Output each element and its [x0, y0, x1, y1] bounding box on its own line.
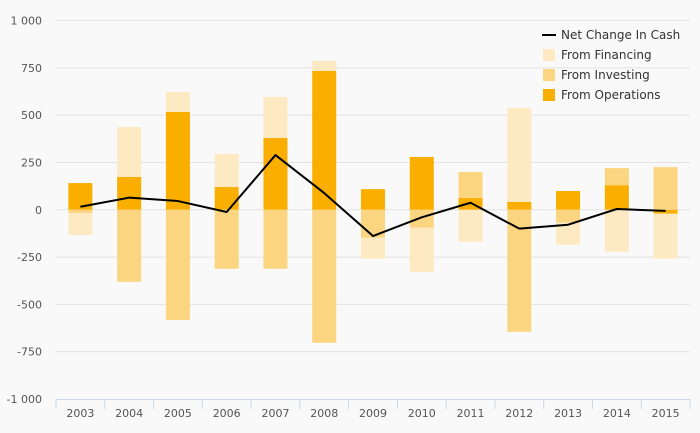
bar-from-financing-2009[interactable]: [361, 237, 385, 259]
legend-item-from-operations[interactable]: From Operations: [543, 88, 661, 102]
y-tick-label: 1 000: [11, 15, 43, 28]
bar-from-financing-2012[interactable]: [507, 107, 532, 202]
bar-from-operations-2013[interactable]: [556, 191, 581, 210]
bar-from-investing-2013[interactable]: [556, 209, 581, 223]
bar-from-operations-2007[interactable]: [263, 138, 288, 210]
bar-from-operations-2010[interactable]: [409, 156, 434, 210]
y-tick-label: 250: [21, 156, 42, 169]
bar-from-financing-2011[interactable]: [458, 209, 483, 242]
x-tick-label: 2006: [213, 407, 241, 420]
x-tick-label: 2004: [115, 407, 143, 420]
legend-color-swatch: [543, 89, 555, 101]
bar-from-investing-2015[interactable]: [653, 167, 678, 210]
bar-from-financing-2006[interactable]: [214, 153, 239, 188]
bar-from-investing-2007[interactable]: [263, 209, 288, 269]
x-tick-label: 2011: [457, 407, 485, 420]
x-tick-label: 2013: [554, 407, 582, 420]
y-axis-labels: 1 000 750 500 250 0 -250 -500 -750 -1 000: [7, 15, 42, 407]
bar-from-operations-2006[interactable]: [214, 187, 239, 210]
x-tick-label: 2015: [652, 407, 680, 420]
x-tick-label: 2008: [310, 407, 338, 420]
legend-color-swatch: [543, 49, 555, 61]
bar-from-investing-2011[interactable]: [458, 172, 483, 198]
bar-from-financing-2010[interactable]: [409, 227, 434, 272]
bar-from-financing-2013[interactable]: [556, 222, 581, 245]
bar-from-financing-2007[interactable]: [263, 96, 288, 139]
bar-from-financing-2005[interactable]: [165, 92, 190, 112]
legend-label: From Operations: [561, 88, 661, 102]
bar-from-operations-2004[interactable]: [117, 177, 142, 210]
bar-from-financing-2014[interactable]: [604, 209, 629, 252]
net-change-line: [80, 154, 666, 238]
y-tick-label: 500: [21, 109, 42, 122]
bar-from-financing-2004[interactable]: [117, 127, 142, 178]
bar-from-investing-2003[interactable]: [68, 209, 93, 214]
legend-color-swatch: [543, 69, 555, 81]
bar-from-operations-2014[interactable]: [604, 185, 629, 210]
bar-from-investing-2010[interactable]: [409, 209, 434, 228]
x-tick-label: 2012: [505, 407, 533, 420]
legend-label: Net Change In Cash: [561, 28, 680, 42]
bar-from-investing-2008[interactable]: [312, 209, 337, 343]
bar-from-operations-2008[interactable]: [312, 70, 337, 210]
y-tick-label: -750: [17, 346, 42, 359]
y-tick-label: -250: [17, 251, 42, 264]
legend: Net Change In Cash From Financing From Inv…: [542, 28, 680, 102]
bar-from-investing-2012[interactable]: [507, 209, 532, 332]
bar-from-financing-2008[interactable]: [312, 60, 337, 71]
bar-from-operations-2005[interactable]: [165, 111, 190, 210]
bars: [68, 60, 678, 343]
x-tick-label: 2010: [408, 407, 436, 420]
bar-from-investing-2005[interactable]: [165, 209, 190, 320]
bar-from-investing-2004[interactable]: [117, 209, 142, 282]
legend-item-net-change-in-cash[interactable]: Net Change In Cash: [542, 28, 680, 42]
bar-from-operations-2009[interactable]: [361, 189, 385, 210]
legend-label: From Financing: [561, 48, 652, 62]
legend-label: From Investing: [561, 68, 650, 82]
legend-item-from-financing[interactable]: From Financing: [543, 48, 652, 62]
y-tick-label: 0: [35, 204, 42, 217]
x-tick-label: 2003: [66, 407, 94, 420]
legend-item-from-investing[interactable]: From Investing: [543, 68, 650, 82]
x-tick-label: 2005: [164, 407, 192, 420]
y-tick-label: -500: [17, 298, 42, 311]
x-tick-label: 2009: [359, 407, 387, 420]
x-tick-label: 2014: [603, 407, 631, 420]
bar-from-financing-2003[interactable]: [68, 213, 93, 236]
y-tick-label: -1 000: [7, 393, 42, 406]
y-tick-label: 750: [21, 62, 42, 75]
bar-from-operations-2012[interactable]: [507, 201, 532, 210]
bar-from-financing-2015[interactable]: [653, 213, 678, 259]
x-tick-label: 2007: [261, 407, 289, 420]
x-axis: 2003 2004 2005 2006 2007 2008 2009 2010 2011 2012…: [55, 399, 691, 420]
bar-from-investing-2006[interactable]: [214, 209, 239, 269]
bar-from-operations-2015[interactable]: [653, 209, 678, 214]
bar-from-investing-2014[interactable]: [604, 168, 629, 186]
